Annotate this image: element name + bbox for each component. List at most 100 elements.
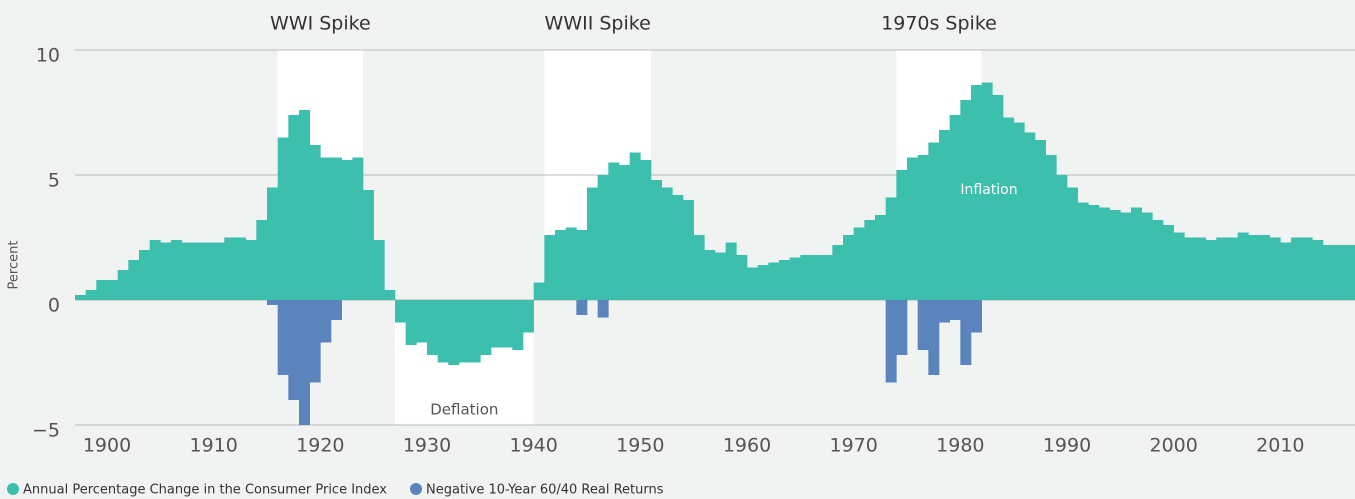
bar [1195, 237, 1206, 300]
bar [309, 300, 321, 383]
x-tick-label: 2000 [1149, 435, 1197, 457]
bar [299, 300, 310, 425]
bar [459, 300, 470, 363]
bar [501, 300, 513, 348]
bar [405, 300, 417, 345]
bar [1120, 212, 1132, 300]
bar [629, 152, 641, 300]
y-tick-label: 0 [48, 295, 60, 317]
x-tick-label: 1930 [403, 435, 451, 457]
bar [267, 300, 278, 305]
bar [1141, 212, 1153, 300]
x-tick-label: 2010 [1256, 435, 1304, 457]
bar [576, 300, 588, 315]
highlight-label: WWI Spike [270, 13, 371, 35]
annotation: Inflation [960, 182, 1017, 198]
bar [256, 220, 268, 300]
x-tick-label: 1950 [616, 435, 664, 457]
bar [565, 227, 577, 300]
bar [640, 160, 652, 300]
bar [1088, 205, 1100, 300]
bar [1003, 117, 1014, 300]
x-tick-label: 1910 [189, 435, 237, 457]
bar [1163, 225, 1174, 300]
bar [672, 195, 684, 300]
bar [395, 300, 406, 323]
bar [416, 300, 428, 343]
highlight-label: 1970s Spike [881, 13, 997, 35]
bar [75, 295, 86, 300]
bar [651, 180, 662, 300]
bar [1344, 245, 1355, 300]
highlight-label: Deflation [430, 401, 498, 419]
bar [587, 187, 598, 300]
bar [299, 110, 310, 300]
bar [779, 260, 790, 300]
bar [512, 300, 524, 350]
bar [1024, 132, 1036, 300]
bar [288, 115, 300, 300]
bar [747, 267, 758, 300]
y-axis-label: Percent [7, 241, 22, 290]
x-tick-label: 1980 [936, 435, 984, 457]
bar [1333, 245, 1345, 300]
bar [1045, 155, 1057, 300]
bar [352, 157, 364, 300]
bar [213, 242, 225, 300]
bar [725, 242, 737, 300]
bar [192, 242, 204, 300]
x-tick-label: 1960 [723, 435, 771, 457]
bar [885, 300, 897, 383]
bar [1237, 232, 1249, 300]
legend-label: Annual Percentage Change in the Consumer… [23, 483, 387, 498]
bar [160, 242, 172, 300]
bar [181, 242, 193, 300]
bar [1067, 187, 1078, 300]
bar [960, 100, 972, 300]
bar [309, 145, 321, 300]
bar [427, 300, 438, 355]
bar [1013, 122, 1025, 300]
bar [1173, 232, 1185, 300]
bar [960, 300, 972, 365]
bar [1259, 235, 1270, 300]
bar [1099, 207, 1110, 300]
bar [811, 255, 822, 300]
bar [437, 300, 449, 363]
bar [1280, 242, 1292, 300]
bar [480, 300, 492, 355]
bar [107, 280, 118, 300]
bar [288, 300, 300, 400]
bar [171, 240, 182, 300]
bar [267, 187, 278, 300]
bar [949, 300, 961, 320]
bar [971, 85, 982, 300]
bar [331, 300, 342, 320]
bar [1109, 210, 1121, 300]
bar [1056, 175, 1068, 300]
bar [331, 157, 342, 300]
highlight-label: WWII Spike [545, 13, 651, 35]
bar [704, 250, 716, 300]
bar [736, 255, 748, 300]
bar [939, 130, 950, 300]
bar [384, 290, 396, 300]
bar [1077, 202, 1089, 300]
legend-marker [410, 483, 422, 495]
bar [917, 155, 929, 300]
y-tick-label: 5 [48, 170, 60, 192]
bar [235, 237, 246, 300]
y-tick-label: −5 [32, 420, 60, 442]
bar [597, 175, 609, 300]
bar [373, 240, 385, 300]
bar [875, 215, 886, 300]
bar [245, 240, 257, 300]
bar [928, 300, 940, 375]
bar [576, 230, 588, 300]
bar [949, 115, 961, 300]
bar [277, 300, 289, 375]
bar [693, 235, 705, 300]
bar [1312, 240, 1324, 300]
bar [85, 290, 97, 300]
bar [992, 95, 1004, 300]
